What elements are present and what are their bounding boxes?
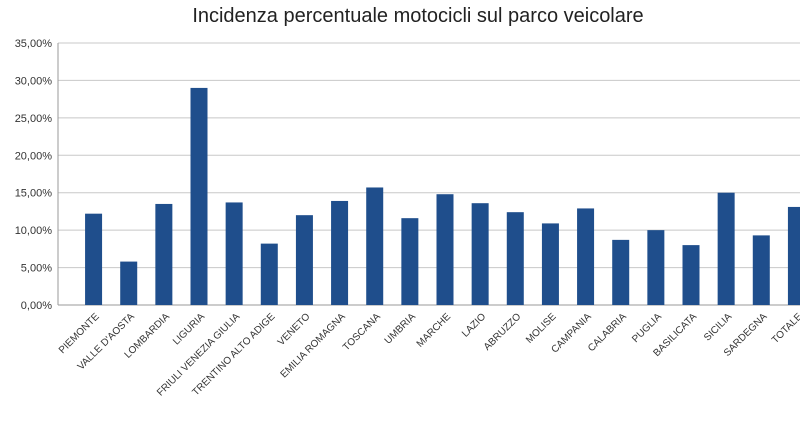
- bar: [787, 206, 800, 305]
- x-tick-label: SICILIA: [702, 311, 734, 343]
- bar: [366, 187, 384, 305]
- bar: [295, 215, 313, 305]
- y-tick-label: 25,00%: [15, 113, 53, 125]
- x-tick-label: CALABRIA: [586, 311, 629, 354]
- x-tick-label: TOTALE: [770, 311, 800, 346]
- bar: [331, 200, 349, 305]
- bar: [155, 203, 173, 305]
- bar: [85, 213, 103, 305]
- bar: [190, 87, 208, 306]
- bars-layer: [85, 87, 800, 306]
- grid-layer: 0,00% 5,00% 10,00% 15,00% 20,00% 25,00% 30,00%…: [15, 38, 800, 312]
- bar: [436, 194, 454, 305]
- bar: [752, 235, 770, 305]
- y-tick-label: 35,00%: [15, 38, 53, 50]
- bar: [225, 202, 243, 305]
- x-tick-label: LAZIO: [460, 311, 488, 339]
- bar: [577, 208, 595, 305]
- x-tick-label: LIGURIA: [171, 311, 207, 347]
- x-tick-label: TOSCANA: [341, 311, 383, 353]
- y-tick-label: 10,00%: [15, 225, 53, 237]
- bar: [612, 239, 630, 305]
- y-tick-label: 30,00%: [15, 75, 53, 87]
- x-tick-label: MARCHE: [415, 311, 454, 350]
- bar: [401, 218, 419, 305]
- bar: [717, 192, 735, 305]
- y-tick-label: 5,00%: [21, 263, 52, 275]
- bar: [120, 261, 138, 305]
- x-tick-label: MOLISE: [524, 311, 559, 346]
- bar: [647, 230, 665, 305]
- bar: [506, 212, 524, 305]
- bar: [260, 243, 278, 305]
- x-tick-label: EMILIA ROMAGNA: [279, 311, 348, 380]
- bar: [541, 223, 559, 305]
- x-tick-label: PUGLIA: [630, 311, 664, 345]
- bar: [471, 203, 489, 305]
- y-tick-label: 20,00%: [15, 150, 53, 162]
- x-tick-label: UMBRIA: [383, 311, 419, 347]
- x-tick-label: VENETO: [276, 311, 313, 348]
- chart-title: Incidenza percentuale motocicli sul parc…: [192, 5, 643, 27]
- x-tick-label: ABRUZZO: [482, 311, 524, 353]
- bar: [682, 245, 700, 305]
- y-tick-label: 15,00%: [15, 188, 53, 200]
- y-tick-label: 0,00%: [21, 300, 52, 312]
